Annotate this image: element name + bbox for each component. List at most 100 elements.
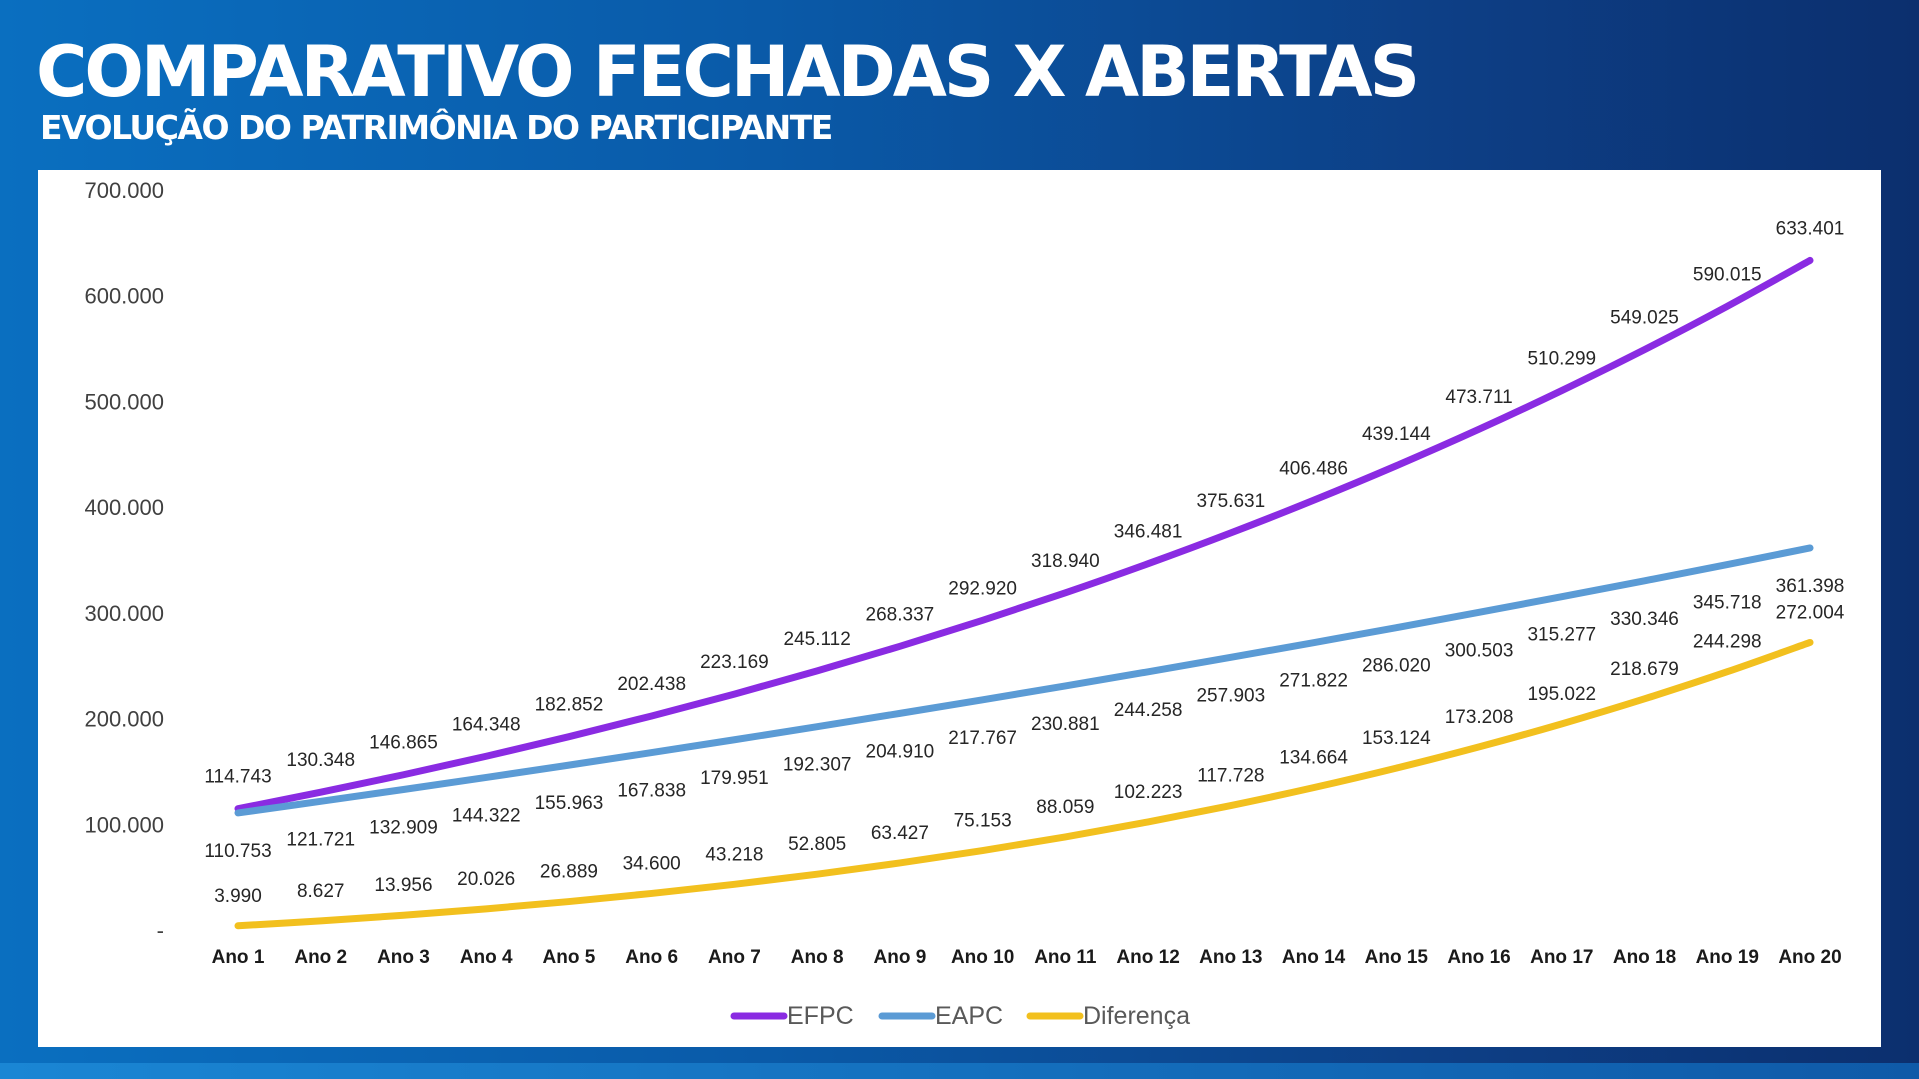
- data-point: [400, 912, 406, 918]
- data-point: [1145, 819, 1151, 825]
- data-label: 102.223: [1114, 782, 1183, 803]
- data-label: 271.822: [1279, 671, 1348, 692]
- data-label: 257.903: [1196, 685, 1265, 706]
- data-label: 244.298: [1693, 632, 1762, 653]
- chart-panel: - 100.000 200.000 300.000 400.000 500.000 600.…: [38, 170, 1881, 1047]
- legend: EFPC EAPC Diferença: [730, 1002, 1190, 1030]
- data-point: [1311, 640, 1317, 646]
- data-point: [1145, 561, 1151, 567]
- data-point: [1228, 654, 1234, 660]
- data-point: [897, 860, 903, 866]
- data-label: 121.721: [286, 829, 355, 850]
- y-axis: - 100.000 200.000 300.000 400.000 500.000 600.…: [84, 178, 164, 943]
- data-point: [1062, 834, 1068, 840]
- data-point: [1724, 669, 1730, 675]
- data-point: [483, 774, 489, 780]
- legend-label: Diferença: [1083, 1002, 1190, 1030]
- data-point: [1145, 669, 1151, 675]
- data-point: [235, 923, 241, 929]
- data-label: 167.838: [617, 781, 686, 802]
- data-label: 117.728: [1197, 766, 1264, 787]
- data-point: [731, 691, 737, 697]
- data-point: [1642, 347, 1648, 353]
- x-tick-label: Ano 12: [1116, 947, 1179, 968]
- data-label: 375.631: [1196, 491, 1265, 512]
- data-point: [483, 906, 489, 912]
- data-label: 590.015: [1693, 264, 1762, 285]
- data-point: [1807, 257, 1813, 263]
- data-label: 510.299: [1527, 349, 1596, 370]
- data-label: 633.401: [1776, 218, 1845, 239]
- data-label: 75.153: [954, 811, 1012, 832]
- data-label: 218.679: [1610, 659, 1679, 680]
- x-tick-label: Ano 5: [543, 947, 596, 968]
- data-label: 272.004: [1776, 602, 1845, 623]
- data-point: [1559, 721, 1565, 727]
- data-label: 230.881: [1031, 714, 1100, 735]
- data-label: 245.112: [784, 629, 851, 650]
- x-tick-label: Ano 6: [625, 947, 678, 968]
- data-label: 204.910: [866, 741, 935, 762]
- data-point: [649, 890, 655, 896]
- data-point: [814, 668, 820, 674]
- data-label: 268.337: [866, 604, 935, 625]
- y-tick-label: 200.000: [84, 707, 164, 732]
- x-tick-label: Ano 10: [951, 947, 1014, 968]
- data-label: 144.322: [452, 805, 521, 826]
- data-label: 223.169: [700, 652, 769, 673]
- x-tick-label: Ano 3: [377, 947, 430, 968]
- x-tick-label: Ano 8: [791, 947, 844, 968]
- data-label: 130.348: [286, 750, 355, 771]
- x-tick-label: Ano 1: [212, 947, 265, 968]
- data-label: 300.503: [1445, 640, 1514, 661]
- data-point: [318, 798, 324, 804]
- data-point: [731, 737, 737, 743]
- data-label: 146.865: [369, 733, 438, 754]
- data-label: 182.852: [535, 695, 604, 716]
- data-point: [731, 881, 737, 887]
- data-point: [1228, 803, 1234, 809]
- data-label: 8.627: [297, 881, 345, 902]
- series-line-efpc: [234, 256, 1814, 813]
- x-tick-label: Ano 9: [874, 947, 927, 968]
- y-tick-label: 500.000: [84, 389, 164, 414]
- data-label: 330.346: [1610, 609, 1679, 630]
- y-tick-label: -: [157, 918, 164, 943]
- data-label: 110.753: [204, 841, 271, 862]
- page-subtitle: EVOLUÇÃO DO PATRIMÔNIA DO PARTICIPANTE: [40, 108, 833, 147]
- data-point: [1642, 696, 1648, 702]
- data-point: [483, 753, 489, 759]
- data-labels: 114.743 130.348 146.865 164.348 182.852 202.4…: [204, 218, 1844, 906]
- data-point: [1311, 497, 1317, 503]
- y-tick-label: 300.000: [84, 601, 164, 626]
- data-point: [1062, 590, 1068, 596]
- data-point: [400, 786, 406, 792]
- data-point: [1393, 765, 1399, 771]
- data-label: 195.022: [1527, 684, 1596, 705]
- data-point: [1476, 744, 1482, 750]
- data-point: [649, 713, 655, 719]
- x-tick-label: Ano 15: [1365, 947, 1429, 968]
- x-tick-label: Ano 18: [1613, 947, 1676, 968]
- x-tick-label: Ano 11: [1034, 947, 1097, 968]
- data-point: [980, 697, 986, 703]
- series-line-diferena: [234, 638, 1814, 930]
- data-point: [649, 750, 655, 756]
- x-tick-label: Ano 16: [1447, 947, 1510, 968]
- data-label: 132.909: [369, 817, 438, 838]
- x-axis: Ano 1 Ano 2 Ano 3 Ano 4 Ano 5 Ano 6 Ano 7 Ano 8…: [212, 947, 1842, 968]
- data-label: 217.767: [948, 728, 1017, 749]
- bottom-strip: [0, 1063, 1919, 1079]
- data-label: 153.124: [1362, 728, 1431, 749]
- data-point: [980, 617, 986, 623]
- data-label: 3.990: [214, 886, 262, 907]
- data-point: [1311, 785, 1317, 791]
- data-point: [1393, 625, 1399, 631]
- data-point: [566, 762, 572, 768]
- x-tick-label: Ano 7: [708, 947, 761, 968]
- y-tick-label: 400.000: [84, 495, 164, 520]
- data-label: 318.940: [1031, 551, 1100, 572]
- series-lines: [234, 256, 1814, 930]
- data-point: [400, 772, 406, 778]
- legend-label: EFPC: [787, 1002, 854, 1030]
